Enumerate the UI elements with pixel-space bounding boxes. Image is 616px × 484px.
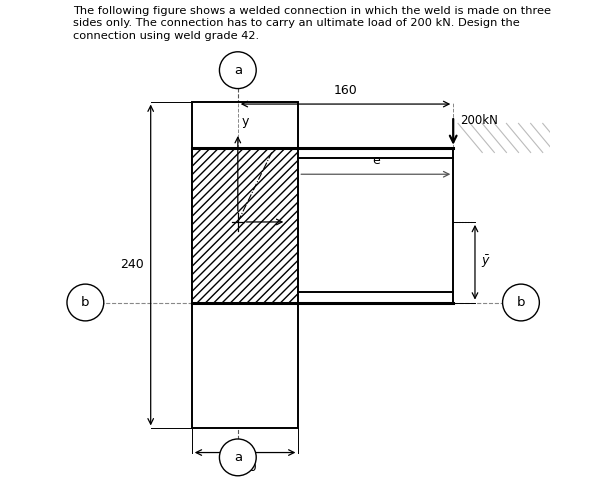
Text: $\bar{y}$: $\bar{y}$ (481, 254, 490, 271)
Circle shape (67, 284, 103, 321)
Text: 200kN: 200kN (461, 114, 498, 127)
Text: r: r (240, 169, 245, 182)
Bar (192, 148, 453, 302)
Circle shape (503, 284, 540, 321)
Text: a: a (233, 451, 242, 464)
Text: connection using weld grade 42.: connection using weld grade 42. (73, 31, 259, 41)
Bar (192, 102, 298, 428)
Text: b: b (81, 296, 89, 309)
Circle shape (219, 439, 256, 476)
Text: e: e (372, 154, 379, 167)
Text: sides only. The connection has to carry an ultimate load of 200 kN. Design the: sides only. The connection has to carry … (73, 18, 520, 29)
Text: a: a (233, 64, 242, 76)
Text: b: b (517, 296, 525, 309)
Bar (192, 148, 298, 302)
Text: $\bar{x}$: $\bar{x}$ (240, 154, 250, 167)
Text: 240: 240 (120, 258, 144, 272)
Text: y: y (241, 115, 249, 128)
Text: 160: 160 (334, 84, 357, 97)
Text: The following figure shows a welded connection in which the weld is made on thre: The following figure shows a welded conn… (73, 6, 551, 16)
Text: x: x (289, 215, 296, 228)
Text: 260: 260 (233, 461, 257, 474)
Circle shape (219, 52, 256, 89)
